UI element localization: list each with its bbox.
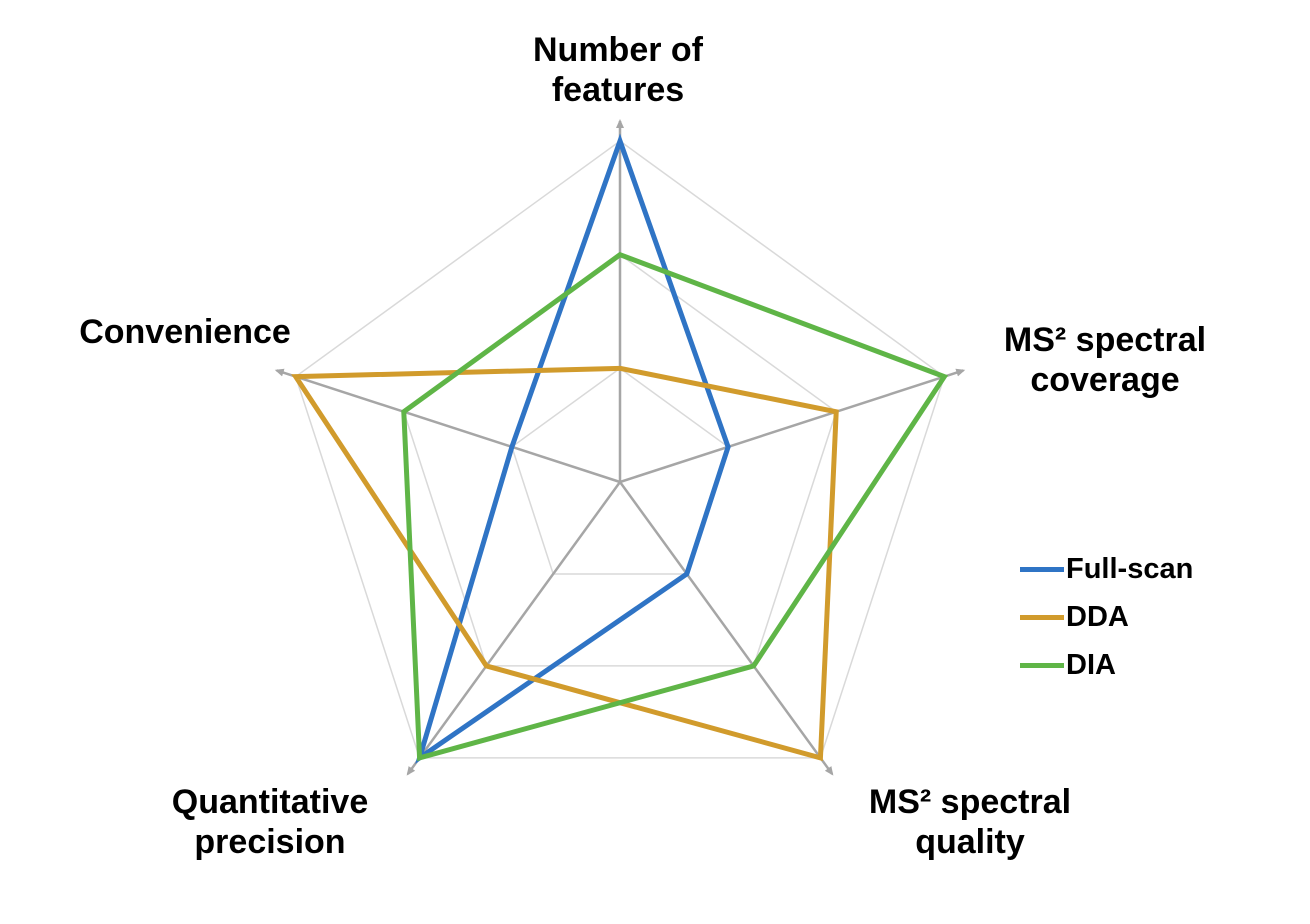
axis-spoke-3 xyxy=(618,481,834,776)
legend-swatch-dia xyxy=(1020,662,1064,668)
series-dda xyxy=(291,365,839,762)
axis-spokes xyxy=(274,119,966,776)
axis-label-quantitative-precision: Quantitative precision xyxy=(171,783,369,861)
legend-label-full-scan: Full-scan xyxy=(1066,552,1194,585)
legend-item-dda: DDA xyxy=(1020,593,1193,641)
grid-ring-3 xyxy=(294,140,946,759)
legend-item-dia: DIA xyxy=(1020,641,1193,689)
axis-label-number-of-features: Number of features xyxy=(533,31,703,109)
axis-label-convenience: Convenience xyxy=(79,313,291,351)
series-dia xyxy=(401,251,949,762)
series-lines xyxy=(291,133,949,764)
legend-swatch-full-scan xyxy=(1020,566,1064,572)
legend-label-dia: DIA xyxy=(1066,648,1116,681)
series-full-scan xyxy=(415,133,731,764)
legend-item-full-scan: Full-scan xyxy=(1020,545,1193,593)
axis-spoke-5 xyxy=(274,368,621,484)
axis-label-ms2-spectral-coverage: MS² spectral coverage xyxy=(1003,321,1207,399)
legend-swatch-dda xyxy=(1020,614,1064,620)
axis-spoke-4 xyxy=(406,481,622,776)
axis-label-ms2-spectral-quality: MS² spectral quality xyxy=(868,783,1072,861)
axis-spoke-2 xyxy=(619,368,966,484)
legend: Full-scan DDA DIA xyxy=(1020,545,1193,689)
legend-label-dda: DDA xyxy=(1066,600,1129,633)
grid-ring-1 xyxy=(511,367,729,575)
